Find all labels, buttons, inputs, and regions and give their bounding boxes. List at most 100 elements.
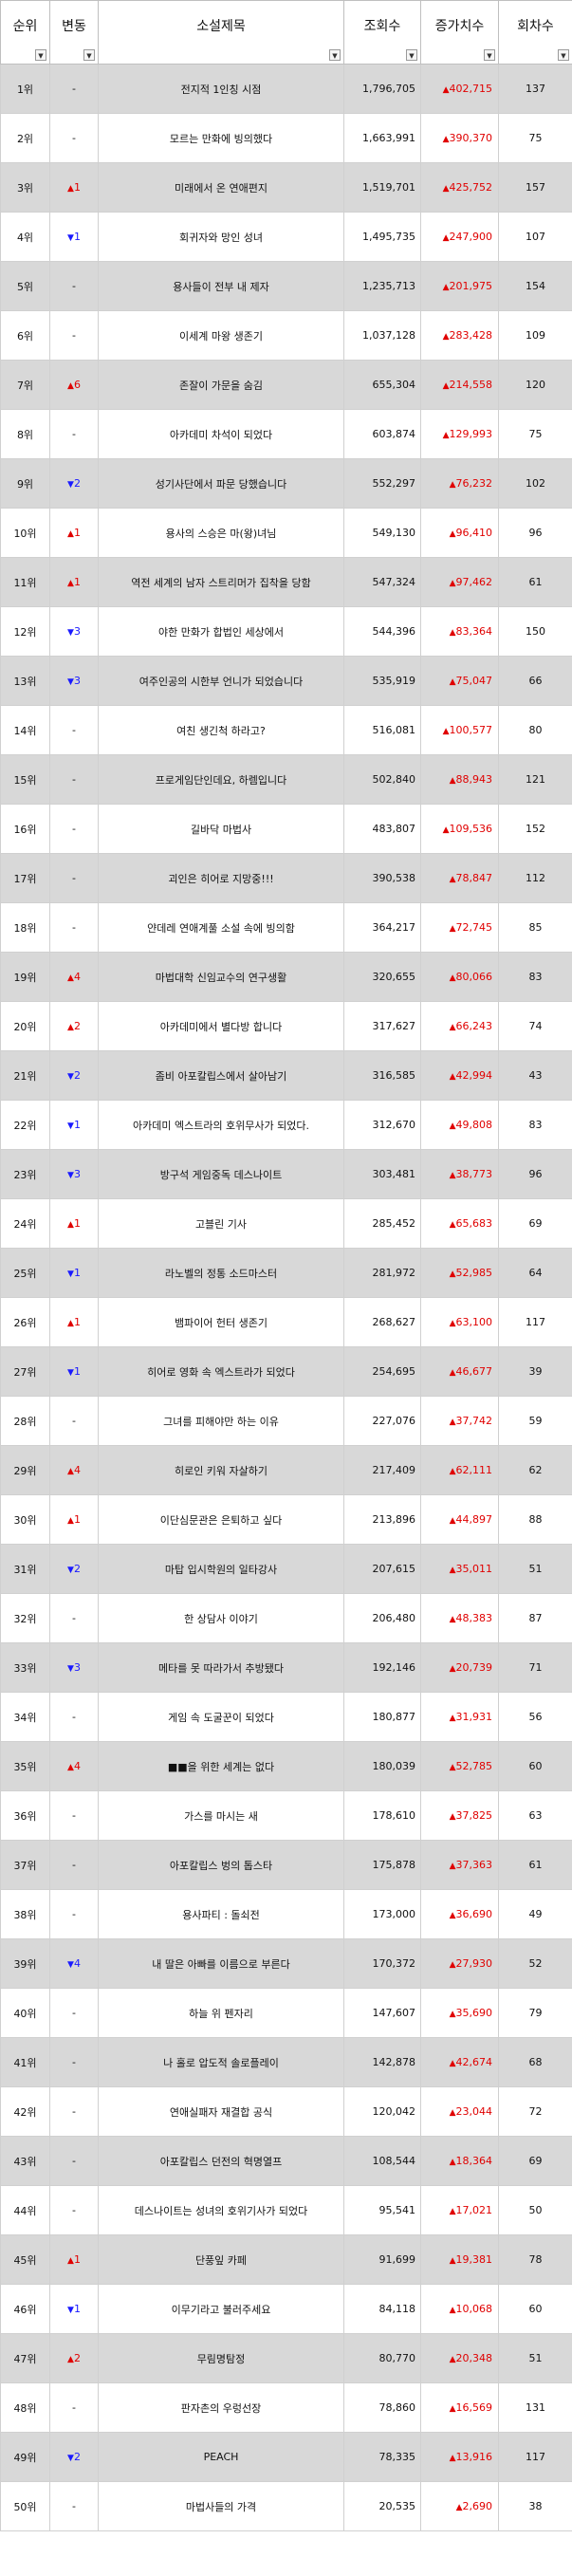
- increase-cell: ▲425,752: [420, 162, 499, 213]
- filter-dropdown-icon[interactable]: ▼: [83, 49, 95, 61]
- views-cell: 142,878: [343, 2037, 421, 2087]
- views-cell: 285,452: [343, 1198, 421, 1249]
- views-cell: 390,538: [343, 853, 421, 903]
- up-arrow-icon: ▲: [449, 2306, 456, 2315]
- change-cell: -: [49, 2136, 99, 2186]
- views-cell: 544,396: [343, 606, 421, 657]
- up-arrow-icon: ▲: [449, 1121, 456, 1131]
- increase-cell: ▲52,985: [420, 1248, 499, 1298]
- title-cell: 그녀를 피해야만 하는 이유: [98, 1396, 344, 1446]
- rank-cell: 3위: [0, 162, 50, 213]
- change-value: 1: [73, 231, 81, 243]
- up-arrow-icon: ▲: [449, 2207, 456, 2216]
- views-cell: 483,807: [343, 804, 421, 854]
- filter-dropdown-icon[interactable]: ▼: [35, 49, 46, 61]
- views-cell: 147,607: [343, 1988, 421, 2038]
- increase-cell: ▲83,364: [420, 606, 499, 657]
- change-cell: ▼4: [49, 1938, 99, 1989]
- views-cell: 547,324: [343, 557, 421, 607]
- episodes-cell: 79: [498, 1988, 572, 2038]
- rank-cell: 24위: [0, 1198, 50, 1249]
- change-cell: ▼3: [49, 1642, 99, 1693]
- change-cell: ▲1: [49, 1297, 99, 1347]
- episodes-cell: 131: [498, 2382, 572, 2433]
- increase-value: 62,111: [455, 1464, 493, 1476]
- increase-value: 72,745: [455, 921, 493, 934]
- change-value: 1: [73, 2303, 81, 2315]
- filter-dropdown-icon[interactable]: ▼: [329, 49, 341, 61]
- up-arrow-icon: ▲: [442, 381, 450, 391]
- table-row: 2위 - 모르는 만화에 빙의했다 1,663,991 ▲390,370 75: [0, 113, 572, 163]
- increase-value: 88,943: [455, 773, 493, 786]
- table-row: 38위 - 용사파티 : 돌쇠전 173,000 ▲36,690 49: [0, 1889, 572, 1939]
- table-row: 41위 - 나 홀로 압도적 솔로플레이 142,878 ▲42,674 68: [0, 2037, 572, 2087]
- increase-cell: ▲46,677: [420, 1346, 499, 1397]
- views-cell: 516,081: [343, 705, 421, 755]
- increase-cell: ▲201,975: [420, 261, 499, 311]
- rank-cell: 43위: [0, 2136, 50, 2186]
- change-value: -: [72, 280, 76, 292]
- filter-dropdown-icon[interactable]: ▼: [484, 49, 495, 61]
- title-cell: PEACH: [98, 2432, 344, 2482]
- header-row: 순위 ▼ 변동 ▼ 소설제목 ▼ 조회수 ▼ 증가치수 ▼ 회차수 ▼: [0, 0, 572, 65]
- change-cell: -: [49, 705, 99, 755]
- change-value: -: [72, 2401, 76, 2414]
- change-value: -: [72, 1711, 76, 1723]
- increase-cell: ▲38,773: [420, 1149, 499, 1199]
- title-cell: 성기사단에서 파문 당했습니다: [98, 458, 344, 509]
- table-row: 13위 ▼3 여주인공의 시한부 언니가 되었습니다 535,919 ▲75,047 66: [0, 656, 572, 706]
- increase-cell: ▲37,363: [420, 1840, 499, 1890]
- episodes-cell: 52: [498, 1938, 572, 1989]
- table-row: 26위 ▲1 뱀파이어 헌터 생존기 268,627 ▲63,100 117: [0, 1297, 572, 1347]
- title-cell: 좀비 아포칼립스에서 살아남기: [98, 1050, 344, 1101]
- views-cell: 603,874: [343, 409, 421, 459]
- title-cell: 고블린 기사: [98, 1198, 344, 1249]
- rank-cell: 35위: [0, 1741, 50, 1791]
- table-row: 29위 ▲4 히로인 키워 자살하기 217,409 ▲62,111 62: [0, 1445, 572, 1495]
- views-cell: 254,695: [343, 1346, 421, 1397]
- episodes-cell: 50: [498, 2185, 572, 2235]
- up-arrow-icon: ▲: [442, 85, 450, 95]
- change-cell: ▼3: [49, 656, 99, 706]
- rank-cell: 39위: [0, 1938, 50, 1989]
- increase-value: 27,930: [455, 1957, 493, 1970]
- title-cell: 연애실패자 재결합 공식: [98, 2086, 344, 2137]
- header-title: 소설제목 ▼: [98, 0, 344, 65]
- views-cell: 213,896: [343, 1494, 421, 1545]
- increase-value: 83,364: [455, 625, 493, 638]
- episodes-cell: 72: [498, 2086, 572, 2137]
- views-cell: 1,796,705: [343, 64, 421, 114]
- filter-dropdown-icon[interactable]: ▼: [558, 49, 569, 61]
- increase-cell: ▲65,683: [420, 1198, 499, 1249]
- change-value: 2: [73, 2451, 81, 2463]
- views-cell: 655,304: [343, 360, 421, 410]
- change-cell: ▼1: [49, 1248, 99, 1298]
- episodes-cell: 78: [498, 2234, 572, 2285]
- filter-dropdown-icon[interactable]: ▼: [406, 49, 417, 61]
- increase-value: 18,364: [455, 2155, 493, 2167]
- views-cell: 227,076: [343, 1396, 421, 1446]
- title-cell: 길바닥 마법사: [98, 804, 344, 854]
- rank-cell: 34위: [0, 1692, 50, 1742]
- change-value: -: [72, 773, 76, 786]
- title-cell: 가스를 마시는 새: [98, 1790, 344, 1841]
- rank-cell: 11위: [0, 557, 50, 607]
- up-arrow-icon: ▲: [449, 579, 456, 588]
- increase-cell: ▲17,021: [420, 2185, 499, 2235]
- up-arrow-icon: ▲: [67, 973, 74, 983]
- increase-value: 37,742: [455, 1415, 493, 1427]
- episodes-cell: 154: [498, 261, 572, 311]
- up-arrow-icon: ▲: [442, 431, 450, 440]
- rank-cell: 49위: [0, 2432, 50, 2482]
- rank-cell: 4위: [0, 212, 50, 262]
- change-value: -: [72, 1809, 76, 1822]
- rank-cell: 8위: [0, 409, 50, 459]
- change-value: 1: [73, 181, 81, 194]
- table-row: 39위 ▼4 내 딸은 아빠를 이름으로 부른다 170,372 ▲27,930 52: [0, 1938, 572, 1989]
- up-arrow-icon: ▲: [449, 1911, 456, 1920]
- episodes-cell: 60: [498, 1741, 572, 1791]
- episodes-cell: 137: [498, 64, 572, 114]
- change-value: 4: [73, 1760, 81, 1772]
- up-arrow-icon: ▲: [449, 1220, 456, 1230]
- episodes-cell: 121: [498, 754, 572, 805]
